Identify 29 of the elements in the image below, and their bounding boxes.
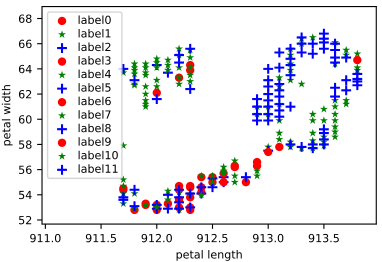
legend-label: label11: [78, 164, 118, 173]
y-tick-label: 58: [19, 140, 32, 149]
legend-label: label7: [78, 110, 111, 119]
y-axis-title: petal width: [2, 85, 13, 146]
x-axis-title: petal length: [176, 250, 242, 261]
y-tick-label: 64: [18, 64, 32, 74]
legend-label: label9: [78, 137, 111, 146]
y-tick-label: 52: [19, 216, 32, 224]
x-tick-label: 911.5: [86, 234, 116, 242]
legend-label: label3: [78, 56, 111, 65]
x-tick-label: 911.0: [30, 234, 61, 242]
legend-label: label5: [78, 83, 111, 92]
legend-label: label10: [78, 150, 118, 160]
x-tick-label: 913.0: [252, 234, 284, 242]
x-tick-label: 912.5: [197, 234, 228, 242]
x-tick-label: 913.5: [308, 234, 339, 242]
legend-label: label4: [78, 70, 111, 78]
y-tick-label: 56: [19, 166, 32, 174]
y-tick-label: 60: [18, 115, 32, 124]
legend-label: label2: [78, 42, 110, 52]
y-tick-label: 66: [18, 40, 32, 48]
legend-label: label0: [78, 15, 111, 24]
legend-label: label1: [78, 28, 110, 38]
x-tick-label: 912.0: [142, 234, 172, 242]
legend-label: label8: [78, 124, 111, 132]
y-tick-label: 68: [18, 14, 32, 23]
legend-label: label6: [78, 96, 111, 106]
y-tick-label: 54: [19, 190, 32, 200]
y-tick-label: 62: [18, 90, 32, 98]
